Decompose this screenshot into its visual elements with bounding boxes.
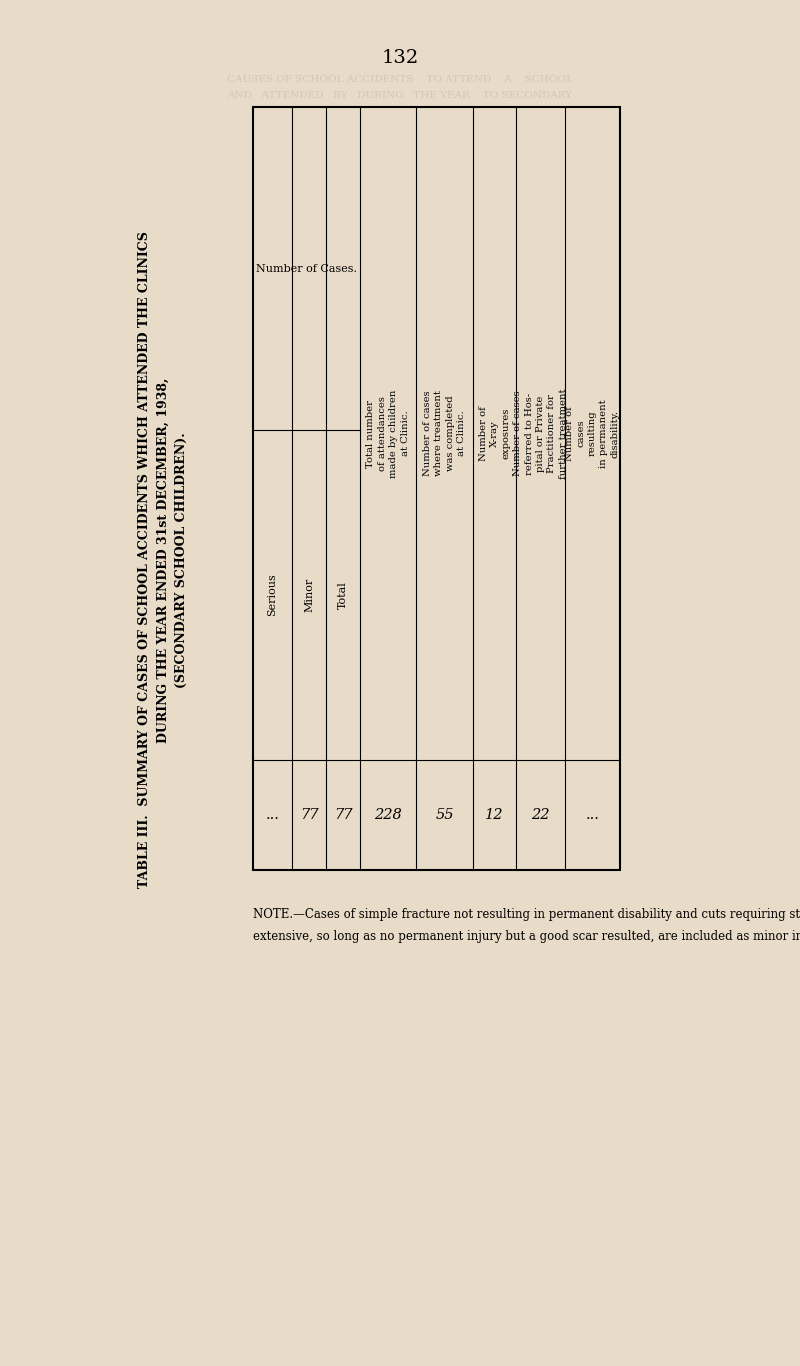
Text: CAUSES OF SCHOOL ACCIDENTS    TO ATTEND    A    SCHOOL: CAUSES OF SCHOOL ACCIDENTS TO ATTEND A S…	[227, 75, 573, 85]
Text: 12: 12	[486, 809, 504, 822]
Text: NOTE.—Cases of simple fracture not resulting in permanent disability and cuts re: NOTE.—Cases of simple fracture not resul…	[253, 908, 800, 921]
Text: Number of cases
referred to Hos-
pital or Private
Practitioner for
further treat: Number of cases referred to Hos- pital o…	[513, 388, 568, 478]
Text: 22: 22	[531, 809, 550, 822]
Text: TABLE III.  SUMMARY OF CASES OF SCHOOL ACCIDENTS WHICH ATTENDED THE CLINICS
DURI: TABLE III. SUMMARY OF CASES OF SCHOOL AC…	[138, 232, 187, 888]
Text: 77: 77	[334, 809, 352, 822]
Text: extensive, so long as no permanent injury but a good scar resulted, are included: extensive, so long as no permanent injur…	[253, 930, 800, 943]
Text: 77: 77	[300, 809, 318, 822]
Text: Number of
cases
resulting
in permanent
disability.: Number of cases resulting in permanent d…	[565, 399, 620, 467]
Text: Number of cases
where treatment
was completed
at Clinic.: Number of cases where treatment was comp…	[423, 391, 466, 477]
Text: AND   ATTENDED   BY   DURING   THE YEAR    TO SECONDARY: AND ATTENDED BY DURING THE YEAR TO SECON…	[227, 92, 573, 101]
Text: ...: ...	[266, 809, 279, 822]
Text: 228: 228	[374, 809, 402, 822]
Text: 132: 132	[382, 49, 418, 67]
Text: Number of Cases.: Number of Cases.	[256, 264, 357, 273]
Text: Number of
X-ray
exposures: Number of X-ray exposures	[478, 406, 510, 460]
Bar	[253, 107, 620, 870]
Text: Minor: Minor	[304, 578, 314, 612]
Text: Serious: Serious	[267, 574, 278, 616]
Text: 55: 55	[435, 809, 454, 822]
Text: Total: Total	[338, 581, 348, 609]
Text: ...: ...	[586, 809, 599, 822]
Text: Total number
of attendances
made by children
at Clinic.: Total number of attendances made by chil…	[366, 389, 410, 478]
